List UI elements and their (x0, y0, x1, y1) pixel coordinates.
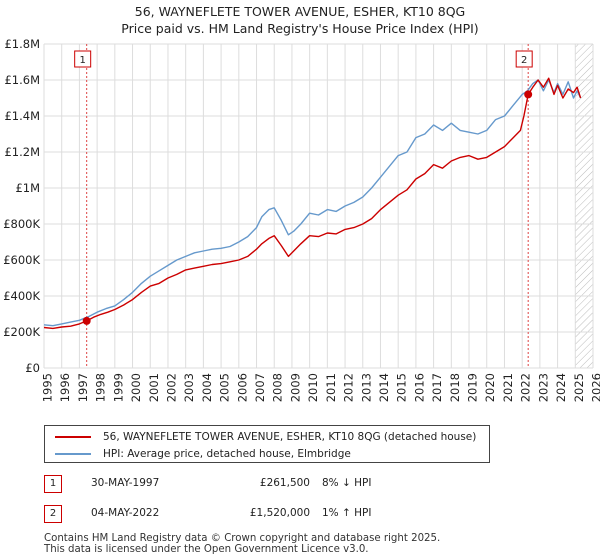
x-tick-label: 2014 (377, 373, 391, 402)
sale-number-badge: 2 (44, 505, 62, 523)
x-tick-label: 2004 (200, 373, 214, 402)
x-tick-label: 2009 (288, 373, 302, 402)
x-tick-label: 2008 (271, 373, 285, 402)
y-tick-label: £1M (15, 181, 40, 195)
sale-number-badge: 1 (44, 475, 62, 493)
legend: 56, WAYNEFLETE TOWER AVENUE, ESHER, KT10… (44, 425, 490, 463)
sale-marker-badge (74, 50, 92, 68)
x-tick-label: 1996 (58, 373, 72, 402)
x-tick-label: 2012 (342, 373, 356, 402)
legend-label-property: 56, WAYNEFLETE TOWER AVENUE, ESHER, KT10… (103, 431, 477, 443)
x-tick-label: 2016 (412, 373, 426, 402)
property-series-line (43, 77, 582, 330)
x-tick-label: 1998 (94, 373, 108, 402)
sale-price: £1,520,000 (249, 507, 310, 519)
y-tick-label: £600K (3, 253, 40, 267)
gridlines (43, 43, 594, 369)
legend-item-hpi: HPI: Average price, detached house, Elmb… (55, 445, 351, 463)
x-tick-label: 2005 (218, 373, 232, 402)
footer-licence: This data is licensed under the Open Gov… (44, 544, 369, 555)
sale-marker-label: 2 (521, 55, 527, 66)
x-tick-label: 2015 (395, 373, 409, 402)
x-tick-label: 2020 (483, 373, 497, 402)
sale-date: 04-MAY-2022 (91, 507, 160, 519)
plot-area (44, 44, 593, 368)
y-tick-label: £1.6M (4, 73, 40, 87)
x-tick-label: 2024 (554, 373, 568, 402)
x-tick-label: 2023 (536, 373, 550, 402)
x-tick-label: 2018 (448, 373, 462, 402)
x-tick-label: 2003 (182, 373, 196, 402)
sale-row: 1 30-MAY-1997 £261,500 8% ↓ HPI (44, 475, 464, 493)
legend-swatch-property (55, 436, 91, 438)
sale-row: 2 04-MAY-2022 £1,520,000 1% ↑ HPI (44, 505, 464, 523)
x-tick-label: 2019 (466, 373, 480, 402)
y-tick-label: £1.2M (4, 145, 40, 159)
y-tick-label: £1.8M (4, 37, 40, 51)
sale-point (82, 316, 91, 325)
x-tick-label: 2021 (501, 373, 515, 402)
x-tick-label: 2010 (306, 373, 320, 402)
sale-point (524, 90, 533, 99)
x-tick-label: 2025 (572, 373, 586, 402)
plot-background (44, 44, 593, 368)
y-tick-label: £800K (3, 217, 40, 231)
x-tick-label: 2026 (590, 373, 600, 402)
chart-subtitle: Price paid vs. HM Land Registry's House … (121, 21, 478, 36)
sale-marker-label: 1 (79, 55, 85, 66)
chart-title: 56, WAYNEFLETE TOWER AVENUE, ESHER, KT10… (135, 4, 465, 19)
sale-date: 30-MAY-1997 (91, 477, 160, 489)
x-tick-label: 2022 (519, 373, 533, 402)
x-tick-label: 1995 (41, 373, 55, 402)
sale-marker-badge (515, 50, 533, 68)
price-chart: 56, WAYNEFLETE TOWER AVENUE, ESHER, KT10… (3, 4, 600, 402)
x-tick-label: 2006 (235, 373, 249, 402)
sale-hpi-diff: 8% ↓ HPI (322, 477, 372, 489)
sale-price: £261,500 (259, 477, 310, 489)
x-tick-label: 2007 (253, 373, 267, 402)
sale-hpi-diff: 1% ↑ HPI (322, 507, 372, 519)
x-tick-label: 2000 (129, 373, 143, 402)
x-tick-label: 2013 (359, 373, 373, 402)
legend-item-property: 56, WAYNEFLETE TOWER AVENUE, ESHER, KT10… (55, 428, 476, 446)
y-tick-label: £0 (25, 361, 40, 375)
x-tick-label: 2001 (147, 373, 161, 402)
legend-label-hpi: HPI: Average price, detached house, Elmb… (103, 448, 351, 460)
x-tick-label: 2017 (430, 373, 444, 402)
x-tick-label: 1999 (111, 373, 125, 402)
y-axis-ticks: £0 £200K £400K £600K £800K £1M £1.2M £1.4M £1.6M… (3, 37, 40, 375)
y-tick-label: £1.4M (4, 109, 40, 123)
x-axis-ticks: 1995 1996 1997 1998 1999 2000 2001 2002 2003 2004… (41, 373, 600, 402)
footer-copyright: Contains HM Land Registry data © Crown c… (44, 533, 441, 544)
x-tick-label: 2011 (324, 373, 338, 402)
x-tick-label: 1997 (76, 373, 90, 402)
legend-swatch-hpi (55, 453, 91, 455)
x-tick-label: 2002 (164, 373, 178, 402)
forecast-hatch-region (575, 44, 593, 368)
y-tick-label: £200K (3, 325, 40, 339)
y-tick-label: £400K (3, 289, 40, 303)
